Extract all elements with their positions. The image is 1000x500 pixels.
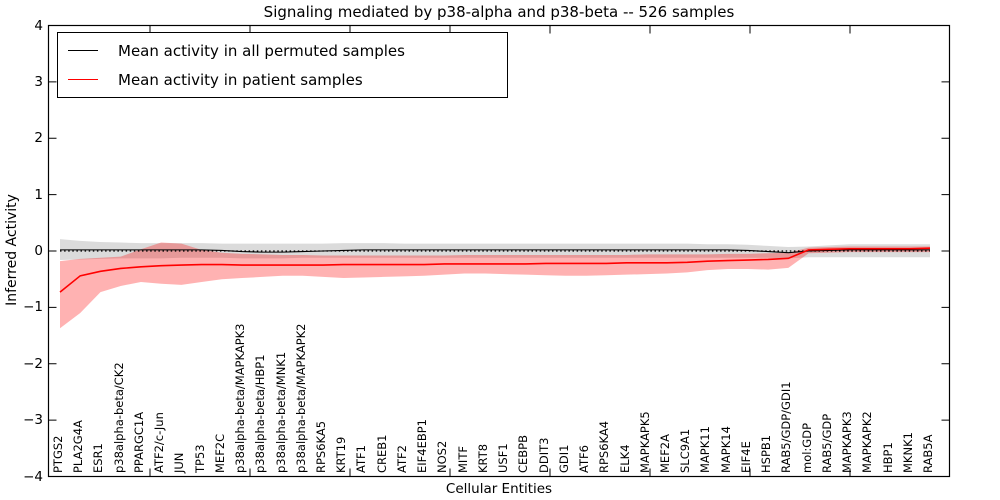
x-tick-label: MAPK11 xyxy=(698,426,713,473)
x-tick-label: MAPKAPK5 xyxy=(637,411,652,473)
x-tick-label: KRT19 xyxy=(334,436,349,473)
x-tick-label: MAPK14 xyxy=(718,426,733,473)
confidence-band-patient xyxy=(60,242,930,329)
x-tick-label: GDI1 xyxy=(556,444,571,473)
legend-label-permuted: Mean activity in all permuted samples xyxy=(118,41,405,60)
x-tick-label: USF1 xyxy=(496,443,511,473)
x-tick-label: RAB5/GDP/GDI1 xyxy=(779,381,794,473)
y-tick-label: 2 xyxy=(34,130,43,147)
x-tick-label: MKNK1 xyxy=(900,432,915,473)
x-tick-label: PLA2G4A xyxy=(71,420,86,473)
x-tick-label: mol:GDP xyxy=(799,422,814,473)
x-tick-label: RAB5A xyxy=(921,434,935,473)
y-tick-label: 0 xyxy=(34,243,43,259)
y-tick-label: −4 xyxy=(23,468,43,485)
x-tick-label: ELK4 xyxy=(617,444,632,473)
chart-title: Signaling mediated by p38-alpha and p38-… xyxy=(263,3,735,21)
x-tick-label: ATF2 xyxy=(394,445,409,473)
x-tick-label: RAB5/GDP xyxy=(819,413,834,473)
legend-line-permuted-icon xyxy=(68,50,98,51)
x-tick-label: KRT8 xyxy=(475,443,490,473)
x-tick-label: JUN xyxy=(172,452,187,473)
x-tick-label: MEF2A xyxy=(657,434,672,473)
x-tick-label: NOS2 xyxy=(435,440,450,473)
y-tick-label: −3 xyxy=(23,412,43,429)
x-tick-label: MAPKAPK3 xyxy=(840,411,855,473)
legend-item-patient: Mean activity in patient samples xyxy=(58,69,507,91)
x-tick-label: ATF6 xyxy=(577,445,592,473)
legend-line-patient-icon xyxy=(68,79,98,80)
x-tick-label: RPS6KA4 xyxy=(597,420,612,473)
y-tick-label: −2 xyxy=(23,355,43,372)
x-tick-label: ATF2/c-Jun xyxy=(152,412,167,473)
x-axis-label: Cellular Entities xyxy=(445,481,553,497)
mean-line-permuted xyxy=(60,249,930,254)
y-tick-label: −1 xyxy=(23,299,43,316)
legend-label-patient: Mean activity in patient samples xyxy=(118,70,363,89)
x-tick-label: CREB1 xyxy=(374,434,389,474)
x-tick-label: p38alpha-beta/CK2 xyxy=(111,362,126,473)
legend: Mean activity in all permuted samples Me… xyxy=(57,32,508,98)
x-tick-label: p38alpha-beta/HBP1 xyxy=(253,354,268,473)
x-tick-label: MITF xyxy=(455,446,470,473)
x-tick-label: SLC9A1 xyxy=(678,428,693,473)
x-tick-label: HBP1 xyxy=(880,442,895,473)
legend-item-permuted: Mean activity in all permuted samples xyxy=(58,40,507,62)
x-tick-label: TP53 xyxy=(192,444,207,473)
x-tick-label: MAPKAPK2 xyxy=(860,411,875,473)
x-tick-label: EIF4E xyxy=(738,441,753,473)
y-tick-label: 1 xyxy=(34,186,43,203)
x-tick-label: DDIT3 xyxy=(536,437,551,473)
x-tick-label: MEF2C xyxy=(212,433,227,473)
x-tick-label: CEBPB xyxy=(516,434,531,473)
x-tick-label: HSPB1 xyxy=(759,434,774,473)
mean-line-patient xyxy=(59,247,931,293)
y-tick-label: 4 xyxy=(34,17,43,34)
x-tick-label: p38alpha-beta/MAPKAPK2 xyxy=(293,323,308,474)
x-tick-label: RPS6KA5 xyxy=(314,420,329,473)
x-tick-label: p38alpha-beta/MNK1 xyxy=(273,351,288,473)
x-tick-label: p38alpha-beta/MAPKAPK3 xyxy=(233,323,248,474)
y-tick-label: 3 xyxy=(34,73,43,90)
x-tick-label: PPARGC1A xyxy=(131,411,146,473)
x-tick-label: ATF1 xyxy=(354,445,369,473)
x-tick-label: PTGS2 xyxy=(51,435,65,474)
x-tick-label: EIF4EBP1 xyxy=(415,419,430,473)
x-tick-label: ESR1 xyxy=(91,443,106,473)
